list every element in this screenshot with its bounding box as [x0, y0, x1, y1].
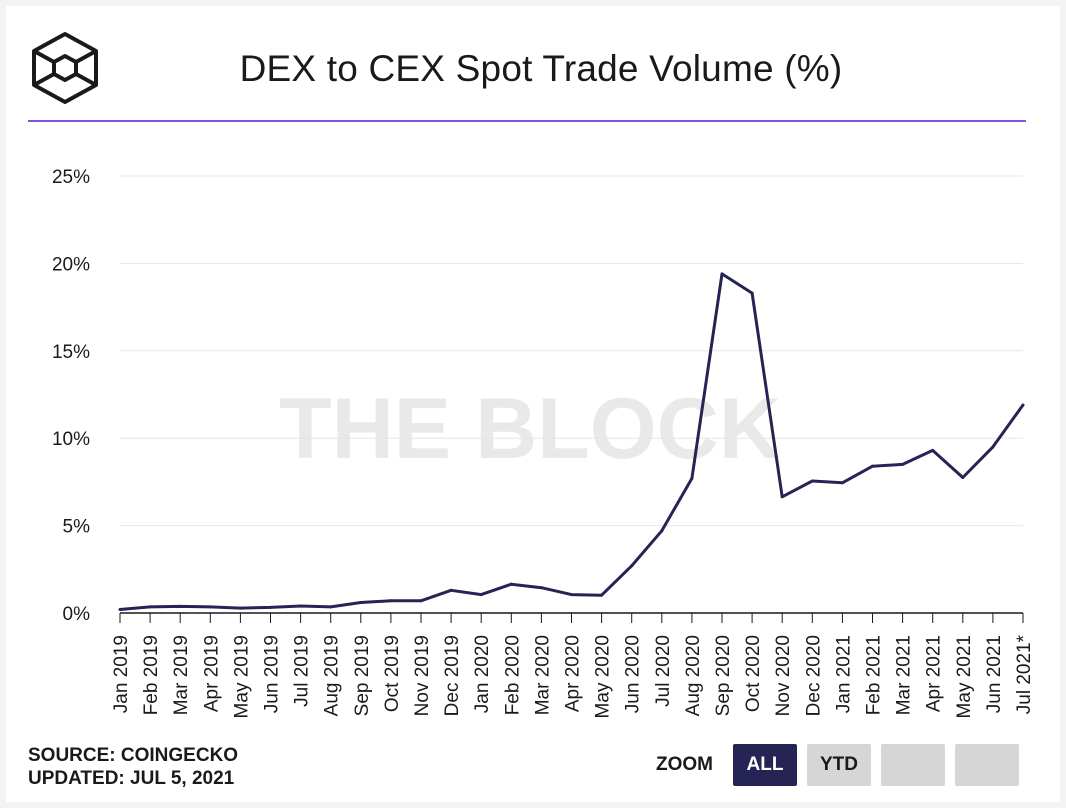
- data-point: [389, 599, 393, 603]
- x-tick-label: Mar 2019: [171, 635, 192, 715]
- data-point: [1021, 403, 1025, 407]
- x-tick-label: Oct 2019: [382, 635, 403, 712]
- x-tick-label: Nov 2019: [412, 635, 433, 716]
- x-tick-label: Aug 2020: [683, 635, 704, 716]
- data-point: [901, 462, 905, 466]
- x-tick-label: Jan 2019: [111, 635, 132, 713]
- y-tick-label: 20%: [52, 254, 90, 275]
- line-chart: THE BLOCK 0% 5% 10% 15% 20% 25% Jan 2019 Feb 2…: [52, 167, 1035, 718]
- x-tick-label: Dec 2019: [442, 635, 463, 716]
- data-point: [720, 272, 724, 276]
- data-point: [750, 291, 754, 295]
- data-point: [570, 593, 573, 597]
- data-point: [630, 564, 634, 568]
- data-point: [961, 476, 965, 480]
- x-tick-label: Jul 2021*: [1014, 634, 1035, 714]
- data-point: [178, 604, 182, 608]
- x-tick-label: Nov 2020: [773, 635, 794, 716]
- data-point: [539, 586, 543, 590]
- x-tick-label: Jan 2020: [472, 635, 493, 713]
- chart-card: [6, 6, 1060, 802]
- x-tick-label: Apr 2021: [924, 635, 945, 712]
- data-point: [690, 476, 694, 480]
- x-tick-label: Mar 2020: [532, 635, 553, 715]
- data-point: [780, 495, 784, 499]
- data-point: [148, 605, 152, 609]
- x-axis: Jan 2019 Feb 2019 Mar 2019 Apr 2019 May 2019…: [111, 613, 1035, 718]
- x-tick-label: Apr 2019: [201, 635, 222, 712]
- data-point: [810, 479, 814, 483]
- x-tick-label: Sep 2020: [713, 635, 734, 716]
- x-tick-label: Feb 2021: [864, 635, 885, 715]
- x-tick-label: Jul 2020: [653, 635, 674, 707]
- x-tick-label: Feb 2020: [502, 635, 523, 715]
- data-point: [299, 604, 303, 608]
- data-point: [931, 448, 935, 452]
- the-block-logo-icon: [32, 32, 98, 104]
- data-point: [329, 605, 333, 609]
- x-tick-label: Jan 2021: [833, 635, 854, 713]
- data-point: [509, 582, 513, 586]
- x-tick-label: Jul 2019: [292, 635, 313, 707]
- y-tick-label: 0%: [63, 604, 91, 625]
- zoom-all-button[interactable]: ALL: [733, 744, 797, 786]
- zoom-label: ZOOM: [656, 754, 713, 775]
- x-tick-label: Aug 2019: [322, 635, 343, 716]
- x-tick-label: May 2020: [593, 635, 614, 718]
- data-point: [600, 593, 604, 597]
- x-tick-label: Dec 2020: [803, 635, 824, 716]
- x-tick-label: Oct 2020: [743, 635, 764, 712]
- source-label: SOURCE: COINGECKO: [28, 745, 239, 766]
- data-point: [991, 445, 995, 449]
- x-tick-label: Jun 2021: [984, 635, 1005, 713]
- data-point: [208, 605, 212, 609]
- x-tick-label: Sep 2019: [352, 635, 373, 716]
- source-note: SOURCE: COINGECKO UPDATED: JUL 5, 2021: [28, 744, 238, 790]
- x-tick-label: May 2021: [954, 635, 975, 718]
- chart-title: DEX to CEX Spot Trade Volume (%): [239, 48, 843, 89]
- x-tick-label: Jun 2019: [262, 635, 283, 713]
- x-tick-label: Feb 2019: [141, 635, 162, 715]
- updated-label: UPDATED: JUL 5, 2021: [28, 768, 235, 789]
- watermark: THE BLOCK: [279, 381, 781, 477]
- zoom-ytd-button[interactable]: YTD: [807, 744, 871, 786]
- x-tick-label: Jun 2020: [623, 635, 644, 713]
- data-point: [840, 481, 844, 485]
- data-point: [419, 599, 423, 603]
- x-tick-label: Mar 2021: [894, 635, 915, 715]
- zoom-option-button[interactable]: [955, 744, 1019, 786]
- data-point: [118, 608, 122, 612]
- title-divider: [28, 120, 1026, 122]
- x-tick-label: Apr 2020: [563, 635, 584, 712]
- y-tick-label: 10%: [52, 429, 90, 450]
- data-point: [871, 464, 874, 468]
- data-point: [238, 606, 242, 610]
- data-point: [269, 605, 272, 609]
- data-point: [660, 529, 664, 533]
- y-tick-label: 25%: [52, 167, 90, 188]
- x-tick-label: May 2019: [231, 635, 252, 718]
- y-tick-label: 15%: [52, 342, 90, 363]
- zoom-option-button[interactable]: [881, 744, 945, 786]
- series-layer: [118, 272, 1025, 612]
- data-point: [359, 601, 363, 605]
- data-point: [449, 588, 453, 592]
- y-axis: 0% 5% 10% 15% 20% 25%: [52, 167, 90, 625]
- data-point: [479, 593, 483, 597]
- y-tick-label: 5%: [63, 517, 91, 538]
